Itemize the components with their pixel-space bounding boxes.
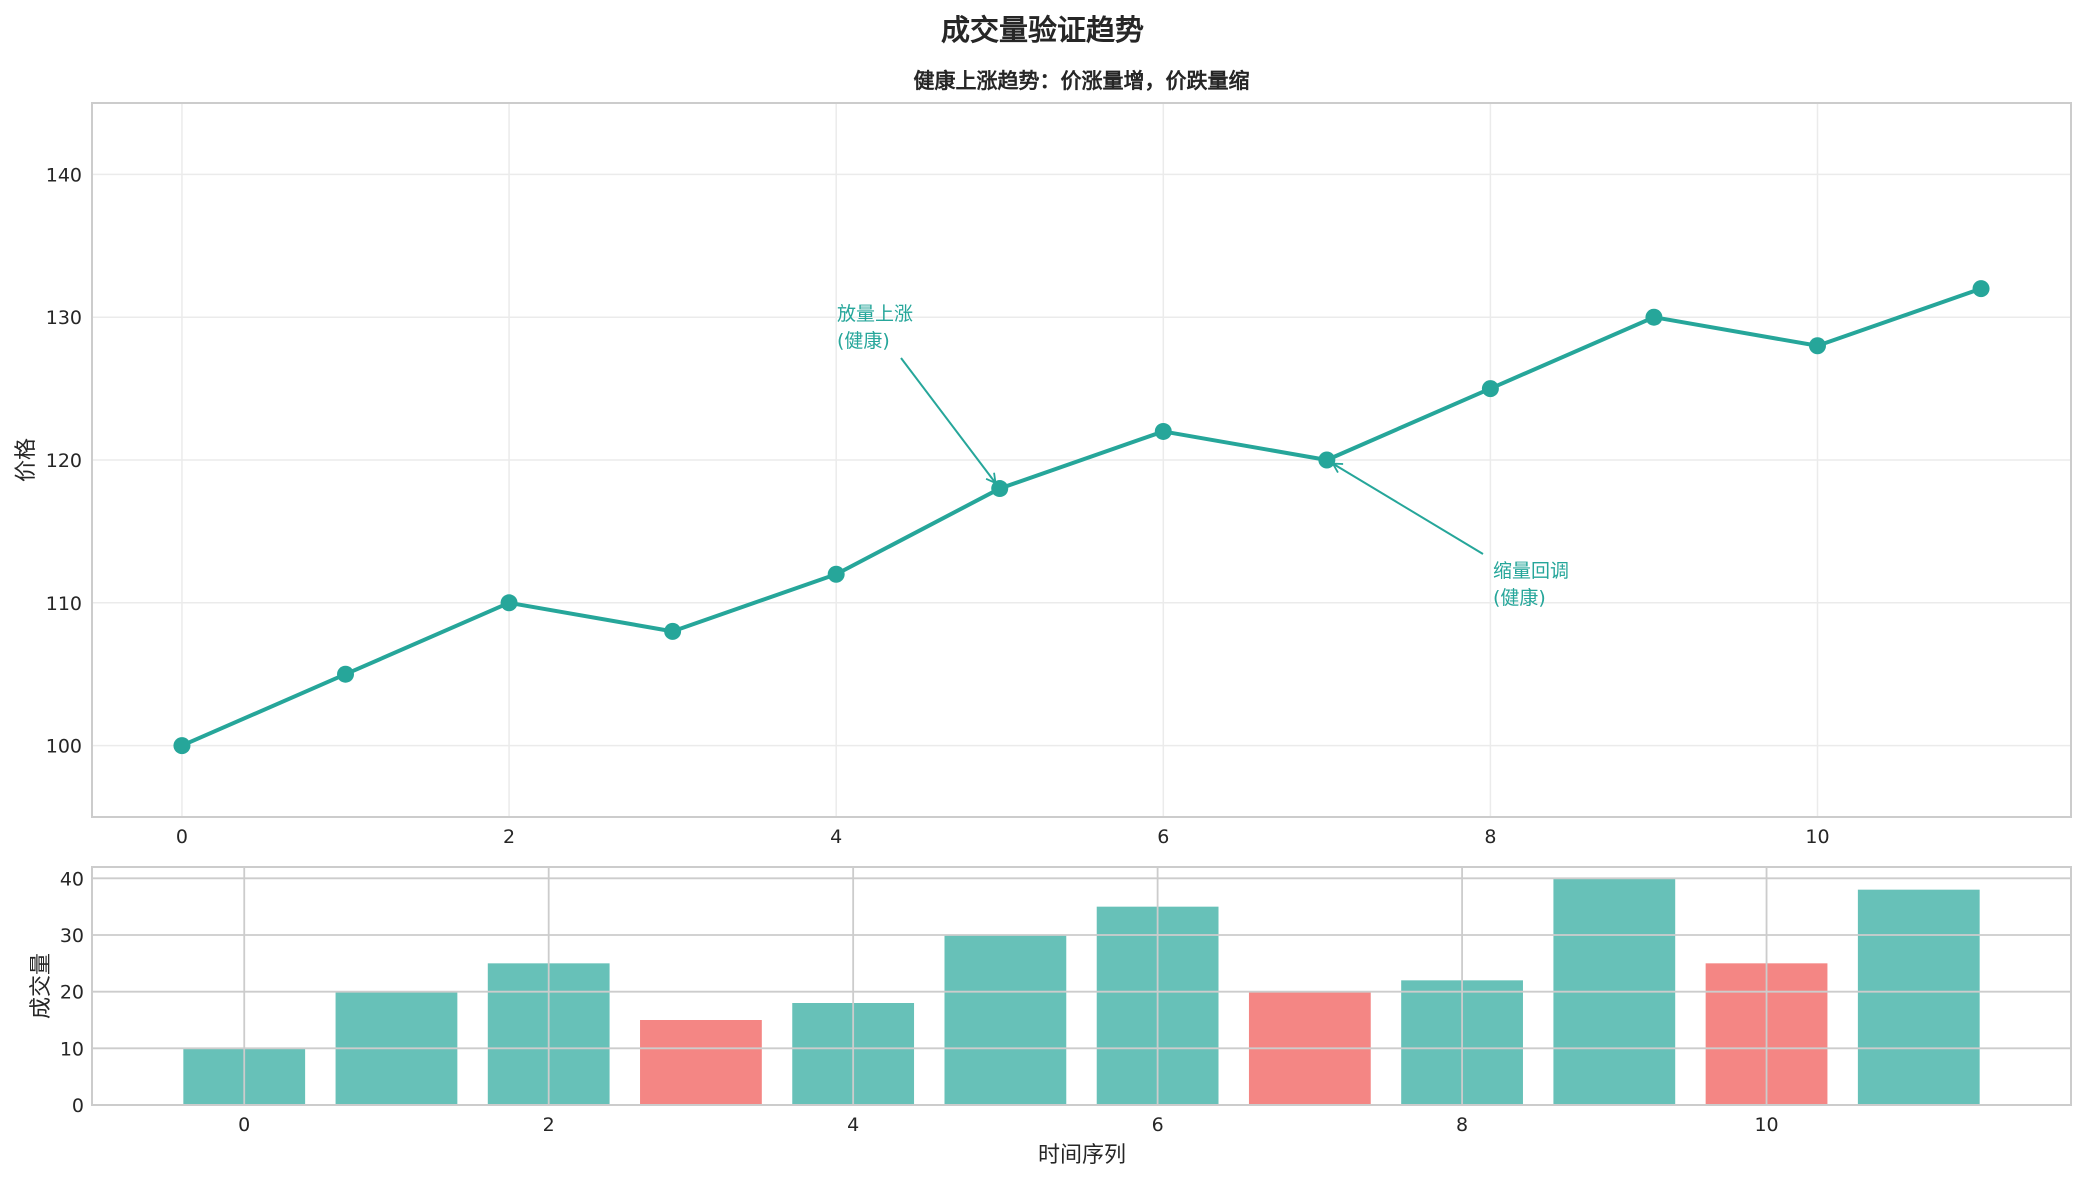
volume-bar xyxy=(1857,889,1980,1105)
price-y-axis-label: 价格 xyxy=(14,438,39,482)
volume-y-tick-label: 0 xyxy=(72,1095,84,1117)
price-x-tick-label: 0 xyxy=(176,826,188,848)
volume-x-tick-label: 0 xyxy=(238,1114,250,1136)
annotation-label: (健康) xyxy=(1493,587,1546,609)
price-y-tick-label: 120 xyxy=(46,450,82,472)
price-data-point xyxy=(1645,308,1663,326)
price-data-point xyxy=(500,594,518,612)
volume-y-tick-label: 40 xyxy=(60,868,84,890)
price-x-tick-label: 6 xyxy=(1157,826,1169,848)
price-x-tick-label: 2 xyxy=(503,826,515,848)
annotation-label: (健康) xyxy=(837,330,890,352)
price-data-point xyxy=(337,665,355,683)
volume-bar xyxy=(640,1020,762,1105)
volume-x-tick-label: 8 xyxy=(1456,1114,1468,1136)
volume-y-tick-label: 30 xyxy=(60,925,84,947)
price-axis-ticks: 0 2 4 6 8 10 100 110 120 130 140 xyxy=(46,164,1830,848)
price-data-point xyxy=(827,565,845,583)
annotation-label: 放量上涨 xyxy=(837,303,913,325)
price-data-point xyxy=(991,480,1009,498)
volume-axis-ticks: 0 2 4 6 8 10 0 10 20 30 40 xyxy=(60,868,1779,1136)
price-data-point xyxy=(664,622,682,640)
annotation-label: 缩量回调 xyxy=(1493,560,1569,582)
volume-x-tick-label: 10 xyxy=(1754,1114,1778,1136)
price-x-tick-label: 4 xyxy=(830,826,842,848)
volume-y-tick-label: 20 xyxy=(60,982,84,1004)
volume-bar xyxy=(944,935,1067,1105)
price-y-tick-label: 100 xyxy=(46,736,82,758)
volume-x-axis-label: 时间序列 xyxy=(1038,1143,1126,1168)
annotation-arrow xyxy=(1331,462,1484,555)
price-chart-title: 健康上涨趋势：价涨量增，价跌量缩 xyxy=(913,69,1250,93)
price-data-point xyxy=(173,737,191,755)
price-data-point xyxy=(1808,337,1826,355)
volume-y-axis-label: 成交量 xyxy=(29,953,54,1019)
volume-x-tick-label: 6 xyxy=(1152,1114,1164,1136)
price-y-tick-label: 110 xyxy=(46,593,82,615)
volume-y-tick-label: 10 xyxy=(60,1038,84,1060)
volume-x-tick-label: 4 xyxy=(847,1114,859,1136)
price-y-tick-label: 140 xyxy=(46,164,82,186)
price-data-point xyxy=(1154,422,1172,440)
price-x-tick-label: 10 xyxy=(1805,826,1829,848)
price-y-tick-label: 130 xyxy=(46,307,82,329)
price-grid xyxy=(92,103,2071,817)
price-data-point xyxy=(1318,451,1336,469)
price-line xyxy=(181,286,1982,748)
figure-title: 成交量验证趋势 xyxy=(940,13,1144,47)
price-x-tick-label: 8 xyxy=(1484,826,1496,848)
price-markers xyxy=(173,280,1990,755)
volume-x-tick-label: 2 xyxy=(543,1114,555,1136)
annotation-arrow xyxy=(900,357,997,485)
price-data-point xyxy=(1972,280,1990,298)
price-annotations: 放量上涨 (健康) 缩量回调 (健康) xyxy=(837,303,1569,609)
price-data-point xyxy=(1481,380,1499,398)
price-axes-frame xyxy=(91,102,2072,818)
volume-axes-frame xyxy=(91,866,2072,1106)
